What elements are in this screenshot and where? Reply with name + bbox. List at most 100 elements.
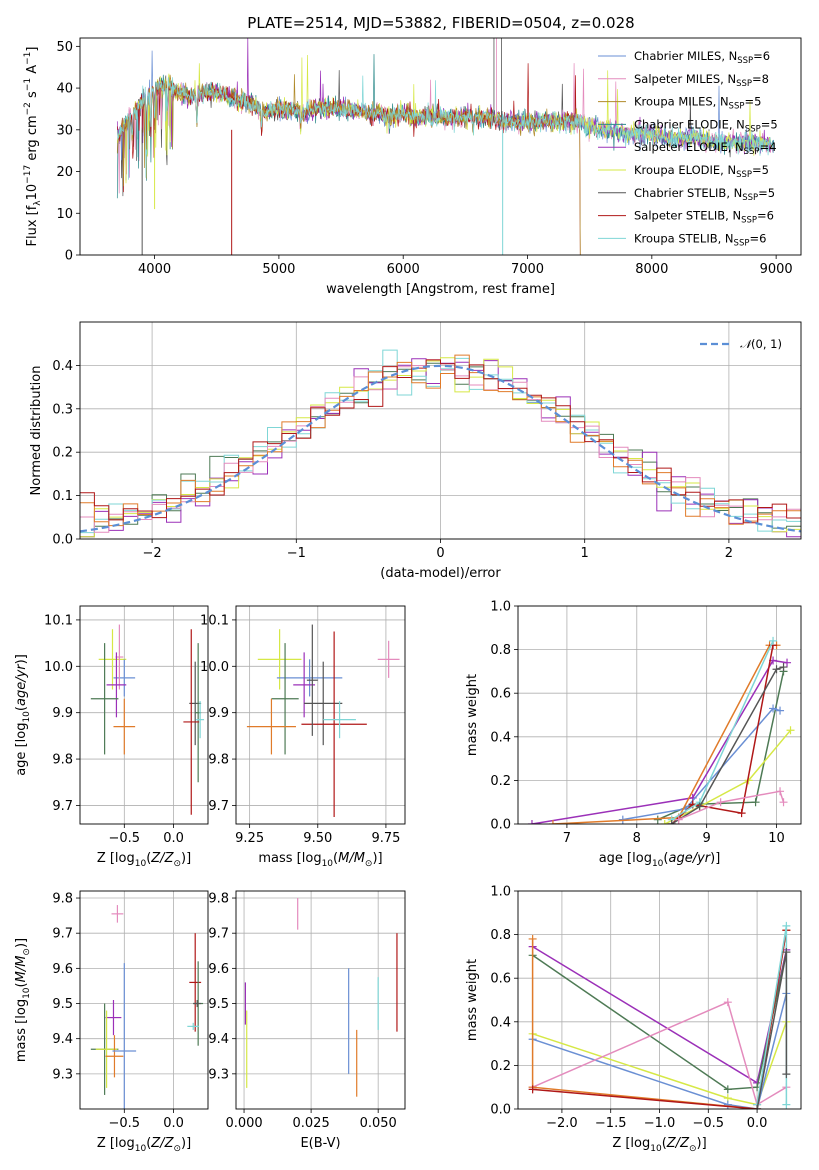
- legend-entry: Kroupa STELIB, NSSP=6: [634, 231, 766, 248]
- data-point: [716, 798, 725, 807]
- axes-frame: [235, 605, 406, 825]
- massweight-vs-z-panel: −2.0 −1.5 −1.0 −0.5 0.0 0.0 0.2 0.4 0.6 0.8 1.0 Z […: [465, 885, 802, 1154]
- x-tick-label: 9.25: [235, 831, 264, 846]
- massweight-line: [532, 1001, 787, 1106]
- data-point: [782, 1100, 791, 1109]
- data-point: [723, 998, 732, 1007]
- data-point: [695, 802, 704, 811]
- y-tick-label: 9.3: [208, 1067, 229, 1082]
- y-tick-label: 10.1: [44, 613, 73, 628]
- data-point: [751, 798, 760, 807]
- histogram-series: [80, 354, 801, 527]
- y-tick-label: 10.0: [200, 660, 229, 675]
- y-tick-label: 1.0: [490, 885, 511, 900]
- data-point: [782, 921, 791, 930]
- x-tick-label: 0.025: [293, 1116, 330, 1131]
- y-tick-label: 0.2: [490, 1059, 511, 1074]
- x-tick-label: −0.5: [693, 1116, 725, 1131]
- y-tick-label: 50: [56, 40, 73, 55]
- y-tick-label: 9.7: [52, 799, 73, 814]
- y-tick-label: 0.3: [52, 402, 73, 417]
- y-tick-label: 9.9: [208, 706, 229, 721]
- x-axis-label: age [log10(age/yr)]: [599, 851, 721, 869]
- spectrum-line: [116, 74, 581, 255]
- axes-frame: [517, 605, 802, 825]
- y-tick-label: 0.2: [490, 774, 511, 789]
- y-tick-label: 0: [65, 249, 73, 264]
- axes-frame: [79, 890, 209, 1110]
- mass-vs-ebv-panel: 0.000 0.025 0.050 9.3 9.4 9.5 9.6 9.7 9.8 E(B-V): [208, 890, 406, 1151]
- figure-title: PLATE=2514, MJD=53882, FIBERID=0504, z=0…: [247, 14, 634, 32]
- x-tick-label: 6000: [387, 262, 420, 277]
- x-tick-label: 4000: [138, 262, 171, 277]
- x-tick-label: 9.75: [371, 831, 400, 846]
- x-tick-label: 8: [633, 831, 641, 846]
- x-axis-label: wavelength [Angstrom, rest frame]: [326, 282, 555, 297]
- axes-frame: [517, 890, 802, 1110]
- x-axis-label: (data-model)/error: [380, 566, 501, 581]
- legend-entry: Salpeter ELODIE, NSSP=4: [634, 140, 777, 157]
- axes-frame: [79, 605, 209, 825]
- residuals-panel: −2 −1 0 1 2 0.0 0.1 0.2 0.3 0.4 (data-model)/error…: [29, 321, 802, 581]
- legend-entry: Chabrier STELIB, NSSP=5: [634, 186, 775, 203]
- spectrum-line: [116, 75, 775, 180]
- x-tick-label: 9000: [760, 262, 793, 277]
- data-point: [653, 815, 662, 824]
- spectrum-panel: 4000 5000 6000 7000 8000 9000 0 10 20 30 40 50 wavel…: [23, 37, 802, 297]
- age-vs-mass-panel: 9.25 9.50 9.75 9.7 9.8 9.9 10.0 10.1 mass [log10…: [200, 605, 406, 869]
- y-tick-label: 9.7: [208, 799, 229, 814]
- data-point: [772, 665, 781, 674]
- y-axis-label: age [log10(age/yr)]: [14, 654, 32, 776]
- legend-entry: Salpeter STELIB, NSSP=6: [634, 209, 774, 226]
- y-tick-label: 10.1: [200, 613, 229, 628]
- data-point: [723, 1100, 732, 1109]
- x-axis-label: Z [log10(Z/Z⊙)]: [612, 1136, 706, 1154]
- data-point: [779, 798, 788, 807]
- y-tick-label: 9.4: [208, 1032, 229, 1047]
- data-point: [660, 820, 669, 824]
- y-tick-label: 9.8: [52, 892, 73, 907]
- x-tick-label: 7: [563, 831, 571, 846]
- y-tick-label: 0.4: [52, 359, 73, 374]
- legend-entry: Kroupa MILES, NSSP=5: [634, 95, 761, 112]
- x-tick-label: −2.0: [546, 1116, 578, 1131]
- x-axis-label: Z [log10(Z/Z⊙)]: [97, 851, 191, 869]
- x-tick-label: −1.5: [595, 1116, 627, 1131]
- data-point: [723, 1085, 732, 1094]
- y-axis-label: Normed distribution: [29, 366, 44, 496]
- y-tick-label: 9.4: [52, 1032, 73, 1047]
- y-tick-label: 9.6: [208, 962, 229, 977]
- y-axis-label: mass weight: [465, 959, 480, 1041]
- y-tick-label: 0.0: [490, 1103, 511, 1118]
- x-tick-label: 2: [725, 546, 733, 561]
- y-tick-label: 0.4: [490, 1015, 511, 1030]
- massweight-line: [657, 671, 785, 821]
- y-axis-label: mass weight: [465, 674, 480, 756]
- massweight-line: [622, 707, 781, 821]
- y-tick-label: 0.6: [490, 972, 511, 987]
- x-tick-label: −0.5: [109, 1116, 141, 1131]
- massweight-line: [532, 1021, 788, 1106]
- y-tick-label: 30: [56, 123, 73, 138]
- x-tick-label: 0.0: [747, 1116, 768, 1131]
- data-point: [674, 815, 683, 824]
- mass-vs-z-panel: −0.5 0.0 9.3 9.4 9.5 9.6 9.7 9.8 Z [log10(Z/Z⊙)]…: [14, 890, 209, 1154]
- y-tick-label: 20: [56, 165, 73, 180]
- data-point: [667, 820, 676, 824]
- legend-entry: Kroupa ELODIE, NSSP=5: [634, 163, 769, 180]
- x-tick-label: 7000: [511, 262, 544, 277]
- data-point: [769, 636, 778, 645]
- data-point: [737, 809, 746, 818]
- y-tick-label: 9.7: [208, 927, 229, 942]
- legend-entry: 𝒩(0, 1): [740, 337, 782, 351]
- y-axis-label: mass [log10(M/M⊙)]: [14, 938, 32, 1062]
- y-tick-label: 0.1: [52, 489, 73, 504]
- x-tick-label: 10: [768, 831, 785, 846]
- data-point: [779, 663, 788, 672]
- massweight-line: [678, 790, 785, 821]
- y-tick-label: 0.8: [490, 643, 511, 658]
- y-tick-label: 1.0: [490, 600, 511, 615]
- x-tick-label: 0.0: [163, 831, 184, 846]
- normal-curve: [80, 364, 801, 533]
